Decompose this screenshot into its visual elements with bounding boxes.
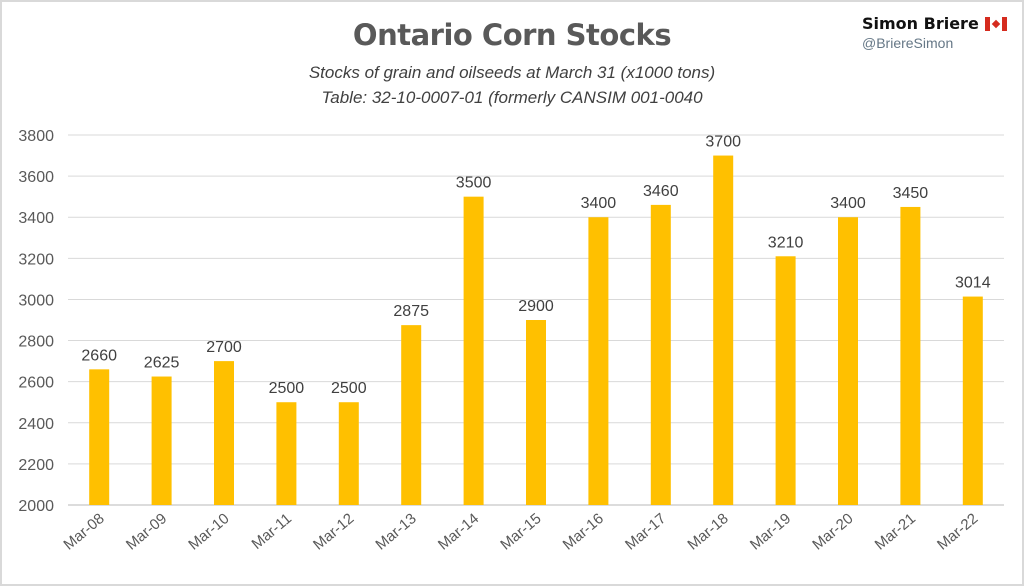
bar xyxy=(962,296,983,505)
y-tick-label: 2000 xyxy=(18,498,54,515)
x-tick-label: Mar-11 xyxy=(248,510,294,553)
y-tick-label: 3000 xyxy=(18,292,54,309)
y-tick-label: 3600 xyxy=(18,169,54,186)
bar xyxy=(713,155,734,506)
data-label: 3450 xyxy=(893,185,929,202)
author-name: Simon Briere xyxy=(862,14,979,33)
bar xyxy=(89,369,110,505)
y-tick-label: 2800 xyxy=(18,334,54,351)
bar xyxy=(214,361,234,505)
data-label: 3400 xyxy=(830,195,866,212)
data-label: 3210 xyxy=(768,234,804,251)
x-tick-label: Mar-08 xyxy=(60,510,107,554)
data-label: 2625 xyxy=(144,355,180,372)
bar xyxy=(338,402,359,505)
author-name-row: Simon Briere xyxy=(862,14,1007,33)
x-tick-label: Mar-15 xyxy=(497,510,544,554)
x-tick-label: Mar-17 xyxy=(622,510,669,554)
data-label: 3014 xyxy=(955,275,991,292)
data-label: 2500 xyxy=(269,380,305,397)
data-label: 2875 xyxy=(393,303,429,320)
x-tick-label: Mar-14 xyxy=(435,510,482,554)
chart-subtitle: Stocks of grain and oilseeds at March 31… xyxy=(308,63,716,82)
bar xyxy=(900,206,921,505)
data-label: 3700 xyxy=(705,134,741,151)
data-label: 2900 xyxy=(518,298,554,315)
x-tick-label: Mar-13 xyxy=(372,510,419,554)
x-tick-label: Mar-10 xyxy=(185,510,232,554)
canada-flag-icon xyxy=(984,16,1007,31)
y-tick-label: 3800 xyxy=(18,128,54,145)
data-label: 3500 xyxy=(456,175,492,192)
x-tick-label: Mar-22 xyxy=(934,510,981,554)
y-tick-label: 3200 xyxy=(18,251,54,268)
y-axis-ticks: 2000 2200 2400 2600 2800 3000 3200 3400 3600 3800 xyxy=(18,128,54,515)
bars xyxy=(89,155,983,506)
x-tick-label: Mar-21 xyxy=(872,510,919,554)
data-label: 2660 xyxy=(81,347,117,364)
x-tick-label: Mar-12 xyxy=(310,510,357,554)
y-tick-label: 2200 xyxy=(18,457,54,474)
bar xyxy=(775,256,796,505)
data-label: 2700 xyxy=(206,339,242,356)
chart-source: Table: 32-10-0007-01 (formerly CANSIM 00… xyxy=(321,88,703,107)
x-tick-label: Mar-16 xyxy=(560,510,607,554)
bar xyxy=(588,217,609,505)
author-handle: @BriereSimon xyxy=(862,35,954,51)
x-axis-ticks: Mar-08 Mar-09 Mar-10 Mar-11 Mar-12 Mar-13 Mar-… xyxy=(60,510,981,554)
bar xyxy=(650,204,671,505)
data-label: 2500 xyxy=(331,380,367,397)
y-tick-label: 2400 xyxy=(18,416,54,433)
x-tick-label: Mar-18 xyxy=(684,510,731,554)
data-labels: 2660 2625 2700 2500 2500 2875 3500 2900 3400 3460… xyxy=(81,134,990,398)
bar xyxy=(526,320,546,505)
data-label: 3400 xyxy=(581,195,617,212)
bar xyxy=(401,325,422,505)
bar xyxy=(463,196,484,505)
chart-title: Ontario Corn Stocks xyxy=(352,18,672,52)
bar xyxy=(838,217,858,505)
y-tick-label: 3400 xyxy=(18,210,54,227)
x-tick-label: Mar-09 xyxy=(123,510,170,554)
data-label: 3460 xyxy=(643,183,679,200)
y-tick-label: 2600 xyxy=(18,375,54,392)
x-tick-label: Mar-20 xyxy=(809,510,856,554)
author-branding: Simon Briere @BriereSimon xyxy=(862,14,1007,51)
bar xyxy=(276,402,297,505)
bar xyxy=(151,376,172,505)
x-tick-label: Mar-19 xyxy=(747,510,794,554)
